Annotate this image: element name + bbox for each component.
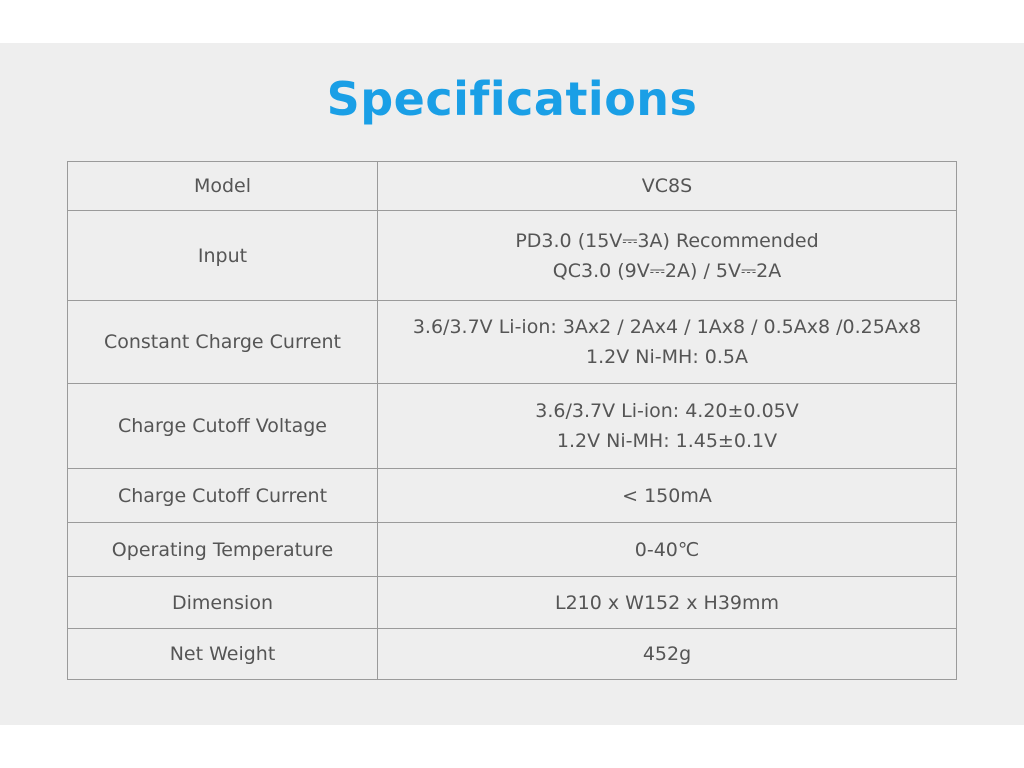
spec-label: Charge Cutoff Voltage <box>67 383 378 469</box>
spec-value: < 150mA <box>377 468 957 523</box>
spec-label: Charge Cutoff Current <box>67 468 378 523</box>
spec-value-line: PD3.0 (15V⎓3A) Recommended <box>515 229 819 252</box>
spec-value-line: QC3.0 (9V⎓2A) / 5V⎓2A <box>552 259 782 282</box>
spec-label: Model <box>67 161 378 211</box>
spec-value: L210 x W152 x H39mm <box>377 576 957 629</box>
page-title: Specifications <box>326 72 698 126</box>
spec-value: 0-40℃ <box>377 522 957 577</box>
spec-value-line: 1.2V Ni-MH: 1.45±0.1V <box>556 430 778 452</box>
spec-value-line: < 150mA <box>622 484 712 507</box>
spec-value: 452g <box>377 628 957 680</box>
spec-label: Dimension <box>67 576 378 629</box>
spec-value-line: L210 x W152 x H39mm <box>554 591 780 614</box>
spec-value: 3.6/3.7V Li-ion: 3Ax2 / 2Ax4 / 1Ax8 / 0.… <box>377 300 957 384</box>
spec-value: 3.6/3.7V Li-ion: 4.20±0.05V 1.2V Ni-MH: 1… <box>377 383 957 469</box>
specifications-table: Model VC8S Input PD3.0 (15V⎓3A) Recommended… <box>67 161 957 680</box>
spec-row: Model VC8S <box>67 161 957 211</box>
spec-value: VC8S <box>377 161 957 211</box>
spec-label: Net Weight <box>67 628 378 680</box>
spec-label: Constant Charge Current <box>67 300 378 384</box>
spec-value-line: VC8S <box>641 175 693 197</box>
spec-value-line: 452g <box>642 643 692 665</box>
spec-row: Operating Temperature 0-40℃ <box>67 522 957 577</box>
spec-value: PD3.0 (15V⎓3A) Recommended QC3.0 (9V⎓2A) … <box>377 210 957 301</box>
spec-row: Net Weight 452g <box>67 628 957 680</box>
spec-row: Constant Charge Current 3.6/3.7V Li-ion: … <box>67 300 957 384</box>
spec-label: Operating Temperature <box>67 522 378 577</box>
spec-value-line: 3.6/3.7V Li-ion: 3Ax2 / 2Ax4 / 1Ax8 / 0.… <box>412 316 922 338</box>
spec-row: Charge Cutoff Voltage 3.6/3.7V Li-ion: 4.… <box>67 383 957 469</box>
spec-row: Charge Cutoff Current < 150mA <box>67 468 957 523</box>
spec-row: Input PD3.0 (15V⎓3A) Recommended QC3.0 (9V… <box>67 210 957 301</box>
spec-value-line: 1.2V Ni-MH: 0.5A <box>586 346 748 368</box>
spec-label: Input <box>67 210 378 301</box>
spec-value-line: 3.6/3.7V Li-ion: 4.20±0.05V <box>535 400 799 422</box>
spec-value-line: 0-40℃ <box>634 538 700 561</box>
spec-row: Dimension L210 x W152 x H39mm <box>67 576 957 629</box>
